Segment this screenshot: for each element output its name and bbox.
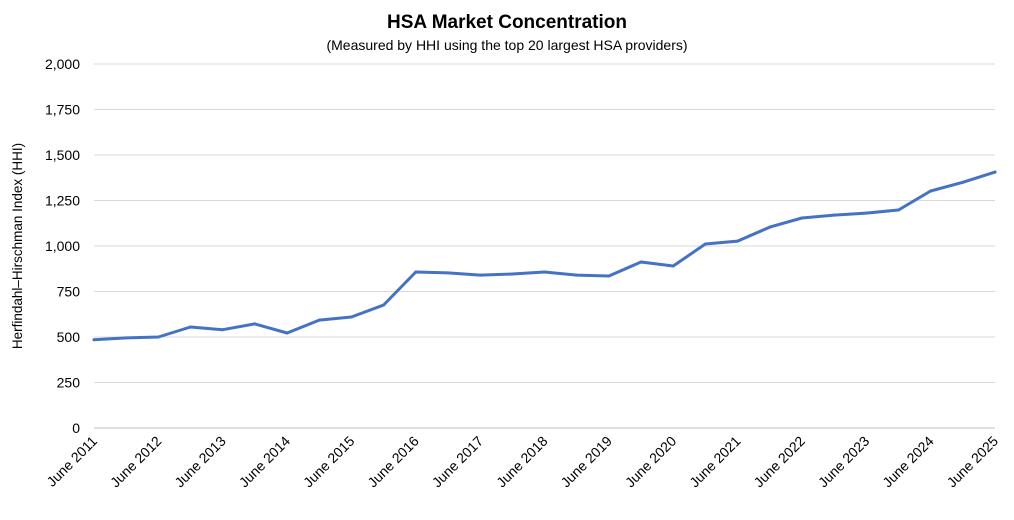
- y-tick-label: 1,750: [45, 102, 80, 118]
- data-point: [317, 318, 321, 322]
- y-tick-label: 0: [72, 420, 80, 436]
- y-tick-label: 1,250: [45, 193, 80, 209]
- data-point: [639, 260, 643, 264]
- y-tick-label: 750: [57, 284, 81, 300]
- data-point: [703, 242, 707, 246]
- data-point: [607, 274, 611, 278]
- y-tick-label: 2,000: [45, 56, 80, 72]
- data-point: [446, 271, 450, 275]
- data-point: [768, 225, 772, 229]
- x-tick-label: June 2024: [879, 433, 937, 491]
- data-point: [349, 315, 353, 319]
- data-point: [671, 264, 675, 268]
- x-tick-label: June 2017: [429, 433, 487, 491]
- y-axis-label: Herfindahl–Hirschman Index (HHI): [10, 143, 25, 349]
- data-point: [382, 303, 386, 307]
- y-tick-label: 500: [57, 329, 81, 345]
- data-point: [156, 335, 160, 339]
- data-point: [864, 211, 868, 215]
- series-line: [92, 170, 997, 342]
- data-point: [285, 331, 289, 335]
- x-tick-label: June 2016: [364, 433, 422, 491]
- x-tick-label: June 2014: [236, 433, 294, 491]
- data-point: [478, 273, 482, 277]
- x-tick-label: June 2025: [944, 433, 1002, 491]
- chart-title: HSA Market Concentration: [387, 12, 627, 33]
- data-point: [736, 239, 740, 243]
- y-tick-label: 1,500: [45, 147, 80, 163]
- y-tick-label: 1,000: [45, 238, 80, 254]
- data-point: [961, 180, 965, 184]
- x-tick-label: June 2023: [815, 433, 873, 491]
- x-tick-label: June 2021: [686, 433, 744, 491]
- x-tick-label: June 2018: [493, 433, 551, 491]
- data-point: [929, 189, 933, 193]
- data-point: [221, 328, 225, 332]
- x-tick-label: June 2013: [171, 433, 229, 491]
- data-point: [575, 273, 579, 277]
- x-tick-label: June 2015: [300, 433, 358, 491]
- data-point: [414, 270, 418, 274]
- data-point: [189, 325, 193, 329]
- data-point: [800, 216, 804, 220]
- chart-subtitle: (Measured by HHI using the top 20 larges…: [326, 37, 687, 53]
- data-point: [896, 208, 900, 212]
- data-point: [92, 338, 96, 342]
- data-point: [124, 336, 128, 340]
- data-point: [832, 213, 836, 217]
- data-point: [543, 270, 546, 274]
- data-point: [253, 322, 257, 326]
- y-tick-label: 250: [57, 375, 81, 391]
- x-tick-label: June 2011: [43, 433, 100, 490]
- x-tick-label: June 2019: [557, 433, 615, 491]
- data-point: [993, 170, 997, 174]
- x-tick-label: June 2012: [107, 433, 165, 491]
- x-tick-label: June 2022: [750, 433, 808, 491]
- x-tick-label: June 2020: [622, 433, 680, 491]
- data-point: [510, 272, 514, 276]
